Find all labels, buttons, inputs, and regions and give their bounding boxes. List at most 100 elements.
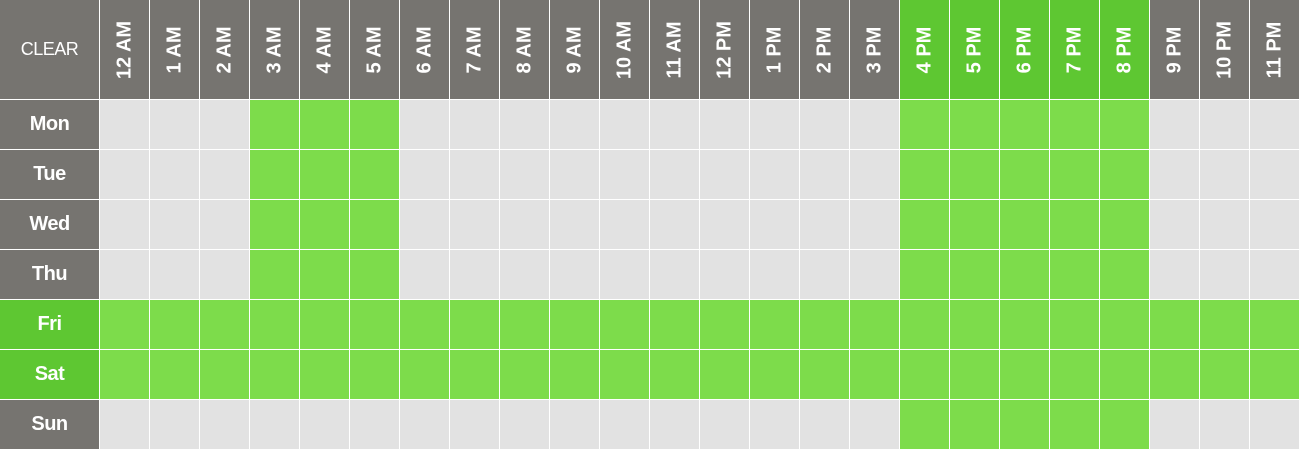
time-slot[interactable] [950, 200, 1000, 250]
time-slot[interactable] [150, 350, 200, 400]
time-slot[interactable] [100, 250, 150, 300]
time-slot[interactable] [500, 350, 550, 400]
time-slot[interactable] [250, 200, 300, 250]
time-slot[interactable] [700, 300, 750, 350]
time-slot[interactable] [900, 300, 950, 350]
time-slot[interactable] [500, 150, 550, 200]
hour-header[interactable]: 7 AM [450, 0, 500, 100]
time-slot[interactable] [600, 150, 650, 200]
time-slot[interactable] [650, 200, 700, 250]
day-header[interactable]: Fri [0, 300, 100, 350]
time-slot[interactable] [450, 350, 500, 400]
hour-header[interactable]: 3 AM [250, 0, 300, 100]
time-slot[interactable] [550, 300, 600, 350]
time-slot[interactable] [900, 100, 950, 150]
time-slot[interactable] [1100, 100, 1150, 150]
time-slot[interactable] [1100, 300, 1150, 350]
time-slot[interactable] [1200, 150, 1250, 200]
time-slot[interactable] [350, 100, 400, 150]
time-slot[interactable] [850, 300, 900, 350]
time-slot[interactable] [350, 150, 400, 200]
time-slot[interactable] [150, 250, 200, 300]
time-slot[interactable] [200, 100, 250, 150]
time-slot[interactable] [850, 400, 900, 450]
hour-header[interactable]: 2 PM [800, 0, 850, 100]
time-slot[interactable] [1150, 350, 1200, 400]
time-slot[interactable] [350, 250, 400, 300]
time-slot[interactable] [1200, 350, 1250, 400]
time-slot[interactable] [1100, 150, 1150, 200]
time-slot[interactable] [700, 350, 750, 400]
hour-header[interactable]: 12 PM [700, 0, 750, 100]
time-slot[interactable] [1200, 200, 1250, 250]
time-slot[interactable] [200, 250, 250, 300]
hour-header[interactable]: 11 PM [1250, 0, 1300, 100]
day-header[interactable]: Wed [0, 200, 100, 250]
time-slot[interactable] [850, 250, 900, 300]
time-slot[interactable] [1000, 300, 1050, 350]
time-slot[interactable] [100, 400, 150, 450]
time-slot[interactable] [200, 400, 250, 450]
hour-header[interactable]: 1 AM [150, 0, 200, 100]
hour-header[interactable]: 9 AM [550, 0, 600, 100]
time-slot[interactable] [550, 350, 600, 400]
hour-header[interactable]: 5 PM [950, 0, 1000, 100]
time-slot[interactable] [700, 400, 750, 450]
time-slot[interactable] [600, 300, 650, 350]
time-slot[interactable] [1250, 300, 1300, 350]
hour-header[interactable]: 8 PM [1100, 0, 1150, 100]
time-slot[interactable] [600, 200, 650, 250]
time-slot[interactable] [250, 300, 300, 350]
time-slot[interactable] [300, 300, 350, 350]
time-slot[interactable] [300, 250, 350, 300]
hour-header[interactable]: 7 PM [1050, 0, 1100, 100]
time-slot[interactable] [1100, 350, 1150, 400]
time-slot[interactable] [850, 350, 900, 400]
time-slot[interactable] [400, 400, 450, 450]
time-slot[interactable] [450, 250, 500, 300]
time-slot[interactable] [650, 300, 700, 350]
time-slot[interactable] [1000, 200, 1050, 250]
time-slot[interactable] [350, 300, 400, 350]
hour-header[interactable]: 4 AM [300, 0, 350, 100]
time-slot[interactable] [150, 150, 200, 200]
time-slot[interactable] [100, 150, 150, 200]
time-slot[interactable] [900, 350, 950, 400]
time-slot[interactable] [750, 350, 800, 400]
time-slot[interactable] [850, 200, 900, 250]
time-slot[interactable] [600, 100, 650, 150]
time-slot[interactable] [1050, 300, 1100, 350]
time-slot[interactable] [1250, 100, 1300, 150]
time-slot[interactable] [1050, 150, 1100, 200]
time-slot[interactable] [800, 200, 850, 250]
time-slot[interactable] [1150, 150, 1200, 200]
hour-header[interactable]: 8 AM [500, 0, 550, 100]
hour-header[interactable]: 11 AM [650, 0, 700, 100]
time-slot[interactable] [650, 100, 700, 150]
time-slot[interactable] [350, 200, 400, 250]
time-slot[interactable] [400, 300, 450, 350]
time-slot[interactable] [250, 400, 300, 450]
time-slot[interactable] [850, 150, 900, 200]
time-slot[interactable] [650, 250, 700, 300]
time-slot[interactable] [300, 200, 350, 250]
time-slot[interactable] [1100, 200, 1150, 250]
time-slot[interactable] [800, 150, 850, 200]
time-slot[interactable] [1200, 250, 1250, 300]
time-slot[interactable] [1250, 200, 1300, 250]
time-slot[interactable] [1000, 400, 1050, 450]
time-slot[interactable] [400, 100, 450, 150]
time-slot[interactable] [350, 350, 400, 400]
hour-header[interactable]: 6 AM [400, 0, 450, 100]
hour-header[interactable]: 10 AM [600, 0, 650, 100]
time-slot[interactable] [1150, 200, 1200, 250]
time-slot[interactable] [950, 400, 1000, 450]
time-slot[interactable] [400, 250, 450, 300]
time-slot[interactable] [800, 400, 850, 450]
time-slot[interactable] [1000, 100, 1050, 150]
time-slot[interactable] [600, 250, 650, 300]
time-slot[interactable] [600, 400, 650, 450]
time-slot[interactable] [150, 400, 200, 450]
hour-header[interactable]: 1 PM [750, 0, 800, 100]
time-slot[interactable] [750, 400, 800, 450]
